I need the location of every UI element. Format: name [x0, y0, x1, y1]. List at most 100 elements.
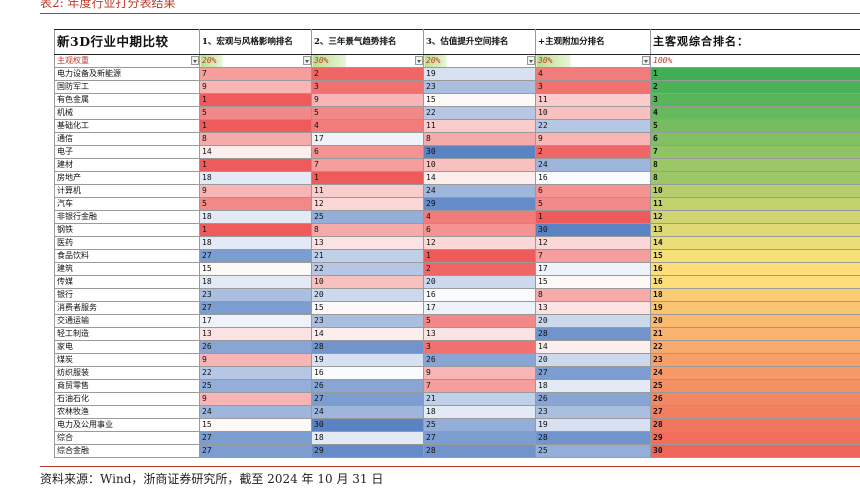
rank-subjective: 1	[535, 210, 651, 224]
rank-macro: 9	[199, 80, 312, 94]
rank-subjective: 19	[535, 418, 651, 432]
header-valuation-rank: 3、估值提升空间排名	[423, 29, 536, 55]
rank-valuation: 12	[423, 236, 536, 250]
weight-valuation[interactable]: 20%	[423, 54, 536, 68]
rank-trend: 30	[311, 418, 424, 432]
rank-trend: 9	[311, 93, 424, 107]
table-row: 食品饮料 27 21 1 7 15	[54, 249, 860, 263]
industry-name: 纺织服装	[54, 366, 200, 380]
weights-label-text: 主观权重	[57, 56, 89, 65]
rank-valuation: 14	[423, 171, 536, 185]
rank-subjective: 20	[535, 314, 651, 328]
industry-score-table: 新3D行业中期比较 1、宏观与风格影响排名 2、三年景气趋势排名 3、估值提升空…	[54, 29, 860, 458]
total-rank: 19	[650, 301, 860, 315]
rank-macro: 18	[199, 171, 312, 185]
industry-name: 机械	[54, 106, 200, 120]
rank-subjective: 27	[535, 366, 651, 380]
rank-subjective: 11	[535, 93, 651, 107]
table-row: 有色金属 1 9 15 11 3	[54, 93, 860, 107]
rank-valuation: 18	[423, 405, 536, 419]
rank-macro: 1	[199, 158, 312, 172]
weight-macro-value: 20%	[202, 56, 217, 65]
total-rank: 23	[650, 353, 860, 367]
rank-macro: 1	[199, 93, 312, 107]
table-row: 基础化工 1 4 11 22 5	[54, 119, 860, 133]
rank-valuation: 28	[423, 444, 536, 458]
rank-trend: 28	[311, 340, 424, 354]
industry-name: 医药	[54, 236, 200, 250]
total-rank: 4	[650, 106, 860, 120]
total-rank: 13	[650, 223, 860, 237]
source-note: 资料来源：Wind，浙商证券研究所，截至 2024 年 10 月 31 日	[40, 472, 384, 486]
table-row: 传媒 18 10 20 15 16	[54, 275, 860, 289]
rank-subjective: 24	[535, 158, 651, 172]
industry-name: 银行	[54, 288, 200, 302]
dropdown-arrow-icon[interactable]	[415, 56, 423, 65]
total-rank: 21	[650, 327, 860, 341]
total-rank: 8	[650, 158, 860, 172]
rank-trend: 25	[311, 210, 424, 224]
dropdown-arrow-icon[interactable]	[191, 56, 199, 65]
rank-valuation: 2	[423, 262, 536, 276]
rank-valuation: 7	[423, 379, 536, 393]
rank-valuation: 15	[423, 93, 536, 107]
total-rank: 27	[650, 405, 860, 419]
caption-rule	[40, 13, 860, 14]
total-rank: 3	[650, 93, 860, 107]
header-row: 新3D行业中期比较 1、宏观与风格影响排名 2、三年景气趋势排名 3、估值提升空…	[54, 29, 860, 55]
rank-macro: 8	[199, 132, 312, 146]
industry-name: 电力设备及新能源	[54, 67, 200, 81]
rank-subjective: 2	[535, 145, 651, 159]
table-row: 交通运输 17 23 5 20 20	[54, 314, 860, 328]
dropdown-arrow-icon[interactable]	[527, 56, 535, 65]
table-row: 纺织服装 22 16 9 27 24	[54, 366, 860, 380]
rank-valuation: 9	[423, 366, 536, 380]
rank-macro: 18	[199, 236, 312, 250]
rank-subjective: 9	[535, 132, 651, 146]
rank-trend: 15	[311, 301, 424, 315]
rank-subjective: 26	[535, 392, 651, 406]
rank-valuation: 17	[423, 301, 536, 315]
rank-subjective: 14	[535, 340, 651, 354]
rank-trend: 16	[311, 366, 424, 380]
rank-valuation: 27	[423, 431, 536, 445]
rank-subjective: 13	[535, 301, 651, 315]
industry-name: 建材	[54, 158, 200, 172]
weight-trend-value: 30%	[314, 56, 329, 65]
table-row: 电力设备及新能源 7 2 19 4 1	[54, 67, 860, 81]
weight-trend[interactable]: 30%	[311, 54, 424, 68]
total-rank: 26	[650, 392, 860, 406]
rank-trend: 1	[311, 171, 424, 185]
industry-name: 煤炭	[54, 353, 200, 367]
rank-valuation: 24	[423, 184, 536, 198]
industry-name: 汽车	[54, 197, 200, 211]
weights-label: 主观权重	[54, 54, 200, 68]
rank-trend: 12	[311, 197, 424, 211]
rank-macro: 15	[199, 262, 312, 276]
industry-name: 非银行金融	[54, 210, 200, 224]
dropdown-arrow-icon[interactable]	[642, 56, 650, 65]
table-row: 建筑 15 22 2 17 16	[54, 262, 860, 276]
dropdown-arrow-icon[interactable]	[303, 56, 311, 65]
total-rank: 28	[650, 418, 860, 432]
table-row: 电力及公用事业 15 30 25 19 28	[54, 418, 860, 432]
total-rank: 24	[650, 366, 860, 380]
rank-macro: 18	[199, 210, 312, 224]
weight-macro[interactable]: 20%	[199, 54, 312, 68]
industry-name: 消费者服务	[54, 301, 200, 315]
table-row: 非银行金融 18 25 4 1 12	[54, 210, 860, 224]
rank-trend: 8	[311, 223, 424, 237]
rank-macro: 1	[199, 119, 312, 133]
rank-subjective: 8	[535, 288, 651, 302]
industry-name: 食品饮料	[54, 249, 200, 263]
weight-subjective[interactable]: 30%	[535, 54, 651, 68]
rank-macro: 18	[199, 275, 312, 289]
industry-name: 传媒	[54, 275, 200, 289]
rank-macro: 13	[199, 327, 312, 341]
rank-valuation: 3	[423, 340, 536, 354]
total-rank: 11	[650, 197, 860, 211]
rank-macro: 27	[199, 431, 312, 445]
rank-valuation: 13	[423, 327, 536, 341]
rank-subjective: 28	[535, 327, 651, 341]
rank-subjective: 5	[535, 197, 651, 211]
